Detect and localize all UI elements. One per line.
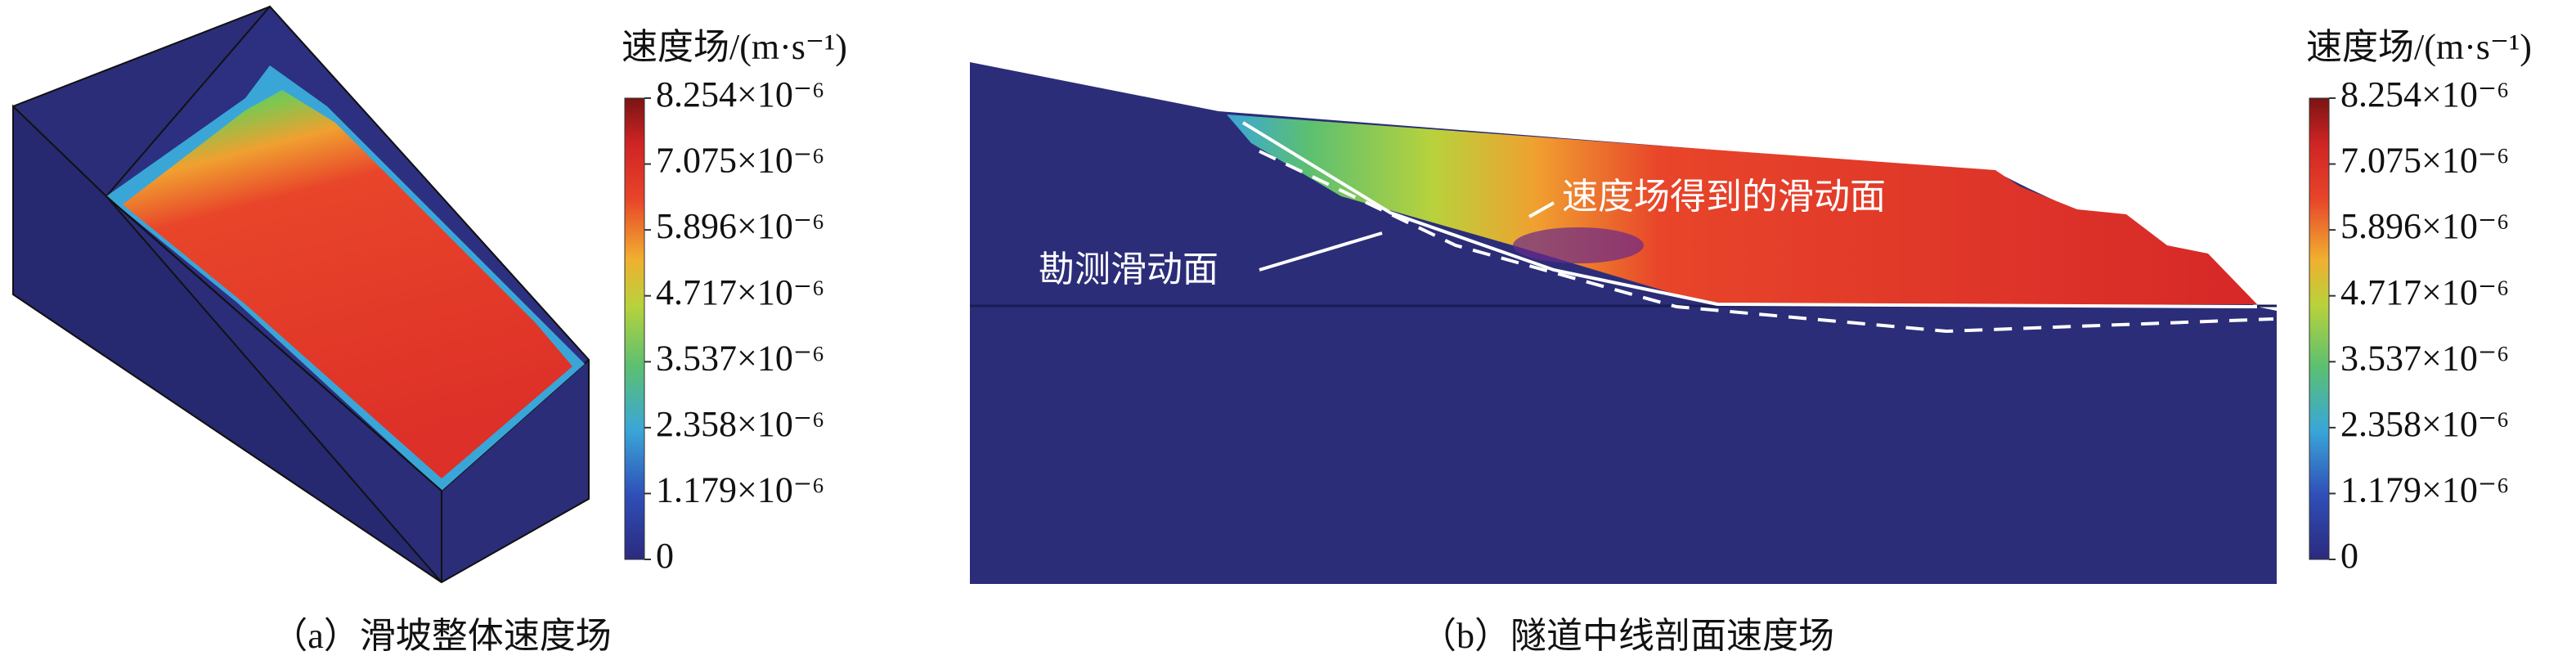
colorbar-tick-label: 1.179×10⁻⁶ (2340, 470, 2509, 510)
colorbar-tick-label: 5.896×10⁻⁶ (2340, 206, 2509, 246)
colorbar-tick-label: 4.717×10⁻⁶ (2340, 272, 2509, 312)
panel-b-image (970, 0, 2277, 584)
colorbar-tick-label: 5.896×10⁻⁶ (656, 206, 824, 246)
caption: （b）隧道中线剖面速度场 (1420, 616, 1834, 656)
colorbar-a (624, 97, 645, 560)
colorbar-title: 速度场/(m·s⁻¹) (2306, 27, 2532, 67)
colorbar-tick-label: 3.537×10⁻⁶ (2340, 338, 2509, 378)
colorbar-title: 速度场/(m·s⁻¹) (622, 27, 847, 67)
colorbar-tick-label: 4.717×10⁻⁶ (656, 272, 824, 312)
colorbar-tick-label: 3.537×10⁻⁶ (656, 338, 824, 378)
colorbar-tick-label: 8.254×10⁻⁶ (656, 74, 824, 114)
colorbar-tick-label: 0 (656, 536, 674, 576)
colorbar-tick-label: 2.358×10⁻⁶ (2340, 404, 2509, 444)
colorbar-tick-label: 7.075×10⁻⁶ (2340, 141, 2509, 181)
colorbar-tick-label: 8.254×10⁻⁶ (2340, 74, 2509, 114)
caption: （a）滑坡整体速度场 (272, 616, 612, 656)
annotation: 勘测滑动面 (1039, 249, 1218, 290)
colorbar-tick-label: 0 (2340, 536, 2358, 576)
colorbar-tick-label: 1.179×10⁻⁶ (656, 470, 824, 510)
panel-a-image (12, 5, 590, 584)
annotation: 速度场得到的滑动面 (1562, 177, 1886, 217)
colorbar-b (2309, 97, 2330, 560)
colorbar-tick-label: 2.358×10⁻⁶ (656, 404, 824, 444)
colorbar-tick-label: 7.075×10⁻⁶ (656, 141, 824, 181)
